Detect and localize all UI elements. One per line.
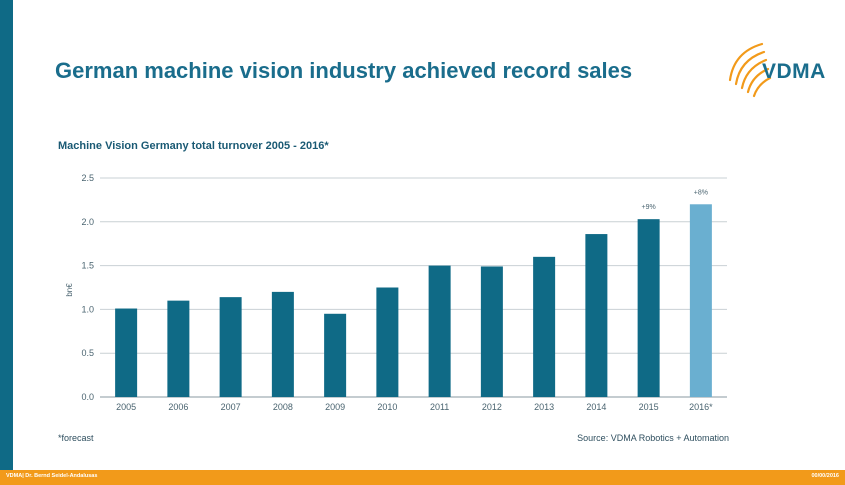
x-tick-label: 2008 <box>273 402 293 412</box>
y-tick-label: 1.5 <box>81 261 94 271</box>
vdma-logo-icon <box>728 42 772 98</box>
x-tick-label: 2015 <box>639 402 659 412</box>
bar <box>480 266 503 397</box>
bar <box>428 265 451 397</box>
x-tick-label: 2010 <box>377 402 397 412</box>
footer-date: 00/00/2016 <box>811 473 839 479</box>
footer-bar: VDMA| Dr. Bernd Seidel-Andalusas 00/00/2… <box>0 470 845 485</box>
growth-annotation: +9% <box>642 204 656 211</box>
bar <box>271 291 294 397</box>
y-tick-label: 0.5 <box>81 348 94 358</box>
page-title: German machine vision industry achieved … <box>55 58 633 83</box>
y-tick-label: 1.0 <box>81 304 94 314</box>
x-tick-label: 2014 <box>586 402 606 412</box>
x-tick-label: 2005 <box>116 402 136 412</box>
bar <box>585 234 608 397</box>
growth-annotation: +8% <box>694 189 708 196</box>
source-note: Source: VDMA Robotics + Automation <box>577 433 729 443</box>
bar <box>167 300 190 397</box>
bar <box>637 219 660 397</box>
forecast-footnote: *forecast <box>58 433 94 443</box>
bar <box>115 308 138 397</box>
y-tick-label: 2.5 <box>81 173 94 183</box>
x-tick-label: 2011 <box>430 402 449 412</box>
x-tick-label: 2007 <box>221 402 241 412</box>
bar <box>376 287 399 397</box>
x-tick-label: 2013 <box>534 402 554 412</box>
y-axis-label: bn€ <box>65 283 74 297</box>
x-tick-label: 2016* <box>689 402 713 412</box>
bar <box>324 313 347 397</box>
bar <box>219 297 242 397</box>
y-tick-label: 0.0 <box>81 392 94 402</box>
footer-presenter: VDMA| Dr. Bernd Seidel-Andalusas <box>6 473 98 479</box>
x-tick-label: 2009 <box>325 402 345 412</box>
x-tick-label: 2006 <box>168 402 188 412</box>
vdma-logo-text: VDMA <box>762 60 826 83</box>
y-tick-label: 2.0 <box>81 217 94 227</box>
chart-title: Machine Vision Germany total turnover 20… <box>58 140 329 152</box>
left-accent-stripe <box>0 0 13 470</box>
bar <box>533 256 556 397</box>
bar-chart: bn€ 0.0 0.5 1.0 1.5 2.0 2.5 2005 2006 2007 2008 20… <box>65 173 727 412</box>
bar <box>689 204 712 397</box>
x-tick-label: 2012 <box>482 402 502 412</box>
